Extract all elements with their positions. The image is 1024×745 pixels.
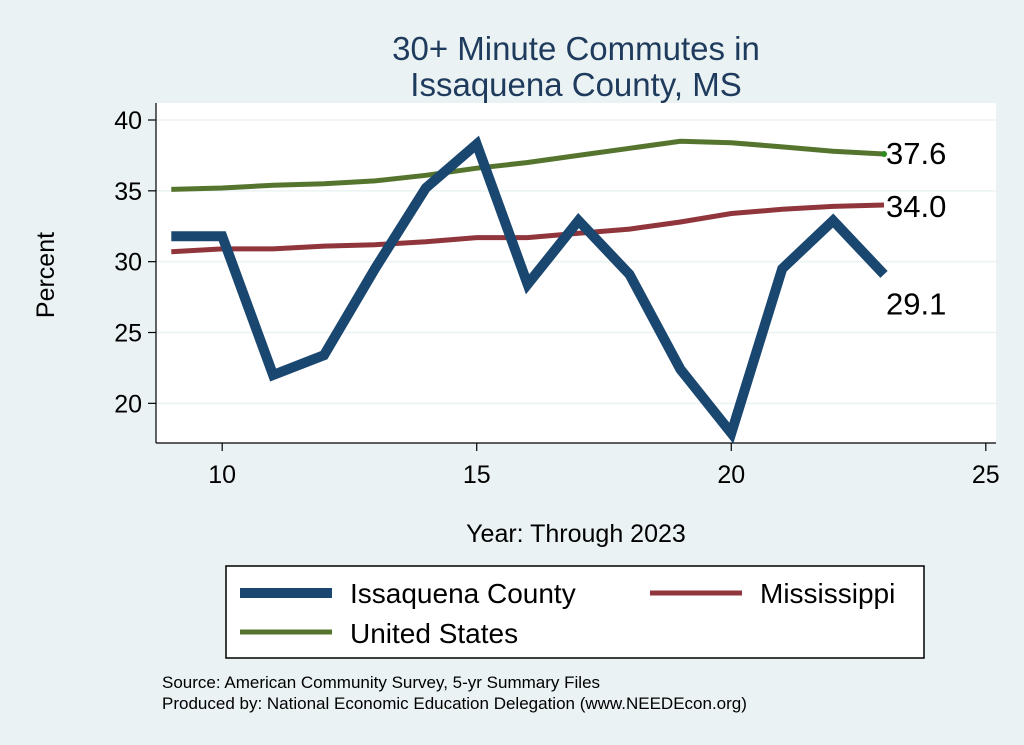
y-tick-label-3: 35: [114, 178, 142, 206]
series-line-issaquena: [171, 135, 888, 444]
y-tick-label-4: 40: [114, 107, 142, 135]
y-axis-title: Percent: [32, 232, 60, 318]
end-label-mississippi: 34.0: [886, 189, 946, 224]
x-tick-label-1: 15: [463, 461, 491, 489]
legend-label-united-states: United States: [350, 618, 518, 649]
legend: Issaquena County Mississippi United Stat…: [225, 565, 925, 659]
grid-lines: [156, 119, 996, 405]
source-note: Source: American Community Survey, 5-yr …: [162, 673, 600, 692]
legend-box: [225, 565, 925, 659]
series-marker-united-states: [881, 151, 887, 157]
legend-label-issaquena: Issaquena County: [350, 578, 576, 609]
chart-title-line-1: 30+ Minute Commutes in: [392, 30, 760, 67]
end-labels: 37.6 34.0 29.1: [886, 136, 946, 321]
series-line-mississippi: [171, 202, 885, 255]
axes: 20 25 30 35 40 10 15 20 25: [114, 103, 1000, 489]
x-axis-title: Year: Through 2023: [466, 520, 686, 548]
x-tick-label-3: 25: [972, 461, 1000, 489]
end-label-issaquena: 29.1: [886, 286, 946, 321]
producer-note: Produced by: National Economic Education…: [162, 694, 747, 713]
end-label-united-states: 37.6: [886, 136, 946, 171]
series-line-united-states: [171, 138, 885, 192]
y-tick-label-2: 30: [114, 249, 142, 277]
y-tick-label-0: 20: [114, 390, 142, 418]
x-tick-label-0: 10: [208, 461, 236, 489]
legend-label-mississippi: Mississippi: [760, 578, 895, 609]
y-tick-label-1: 25: [114, 320, 142, 348]
x-tick-label-2: 20: [717, 461, 745, 489]
chart-title-line-2: Issaquena County, MS: [410, 66, 741, 103]
plot-area: [156, 103, 996, 443]
series-layer: [171, 135, 888, 444]
